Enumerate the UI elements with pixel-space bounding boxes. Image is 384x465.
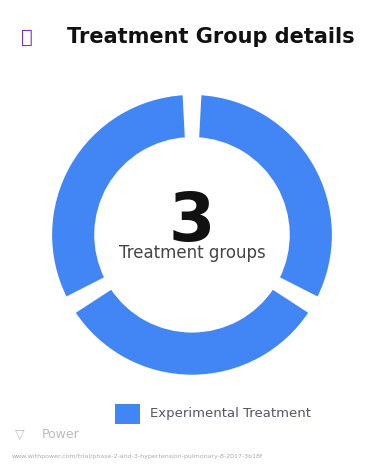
Text: 👥: 👥 (21, 28, 33, 46)
Wedge shape (73, 287, 311, 377)
Text: Experimental Treatment: Experimental Treatment (150, 407, 311, 420)
Text: Treatment groups: Treatment groups (119, 244, 265, 262)
Text: 3: 3 (169, 189, 215, 255)
FancyBboxPatch shape (115, 404, 140, 424)
Text: Power: Power (42, 428, 80, 441)
Text: www.withpower.com/trial/phase-2-and-3-hypertension-pulmonary-8-2017-3b18f: www.withpower.com/trial/phase-2-and-3-hy… (12, 454, 263, 459)
Text: Treatment Group details: Treatment Group details (67, 27, 355, 47)
Text: ▽: ▽ (15, 428, 25, 441)
Wedge shape (197, 93, 334, 299)
Wedge shape (50, 93, 187, 299)
